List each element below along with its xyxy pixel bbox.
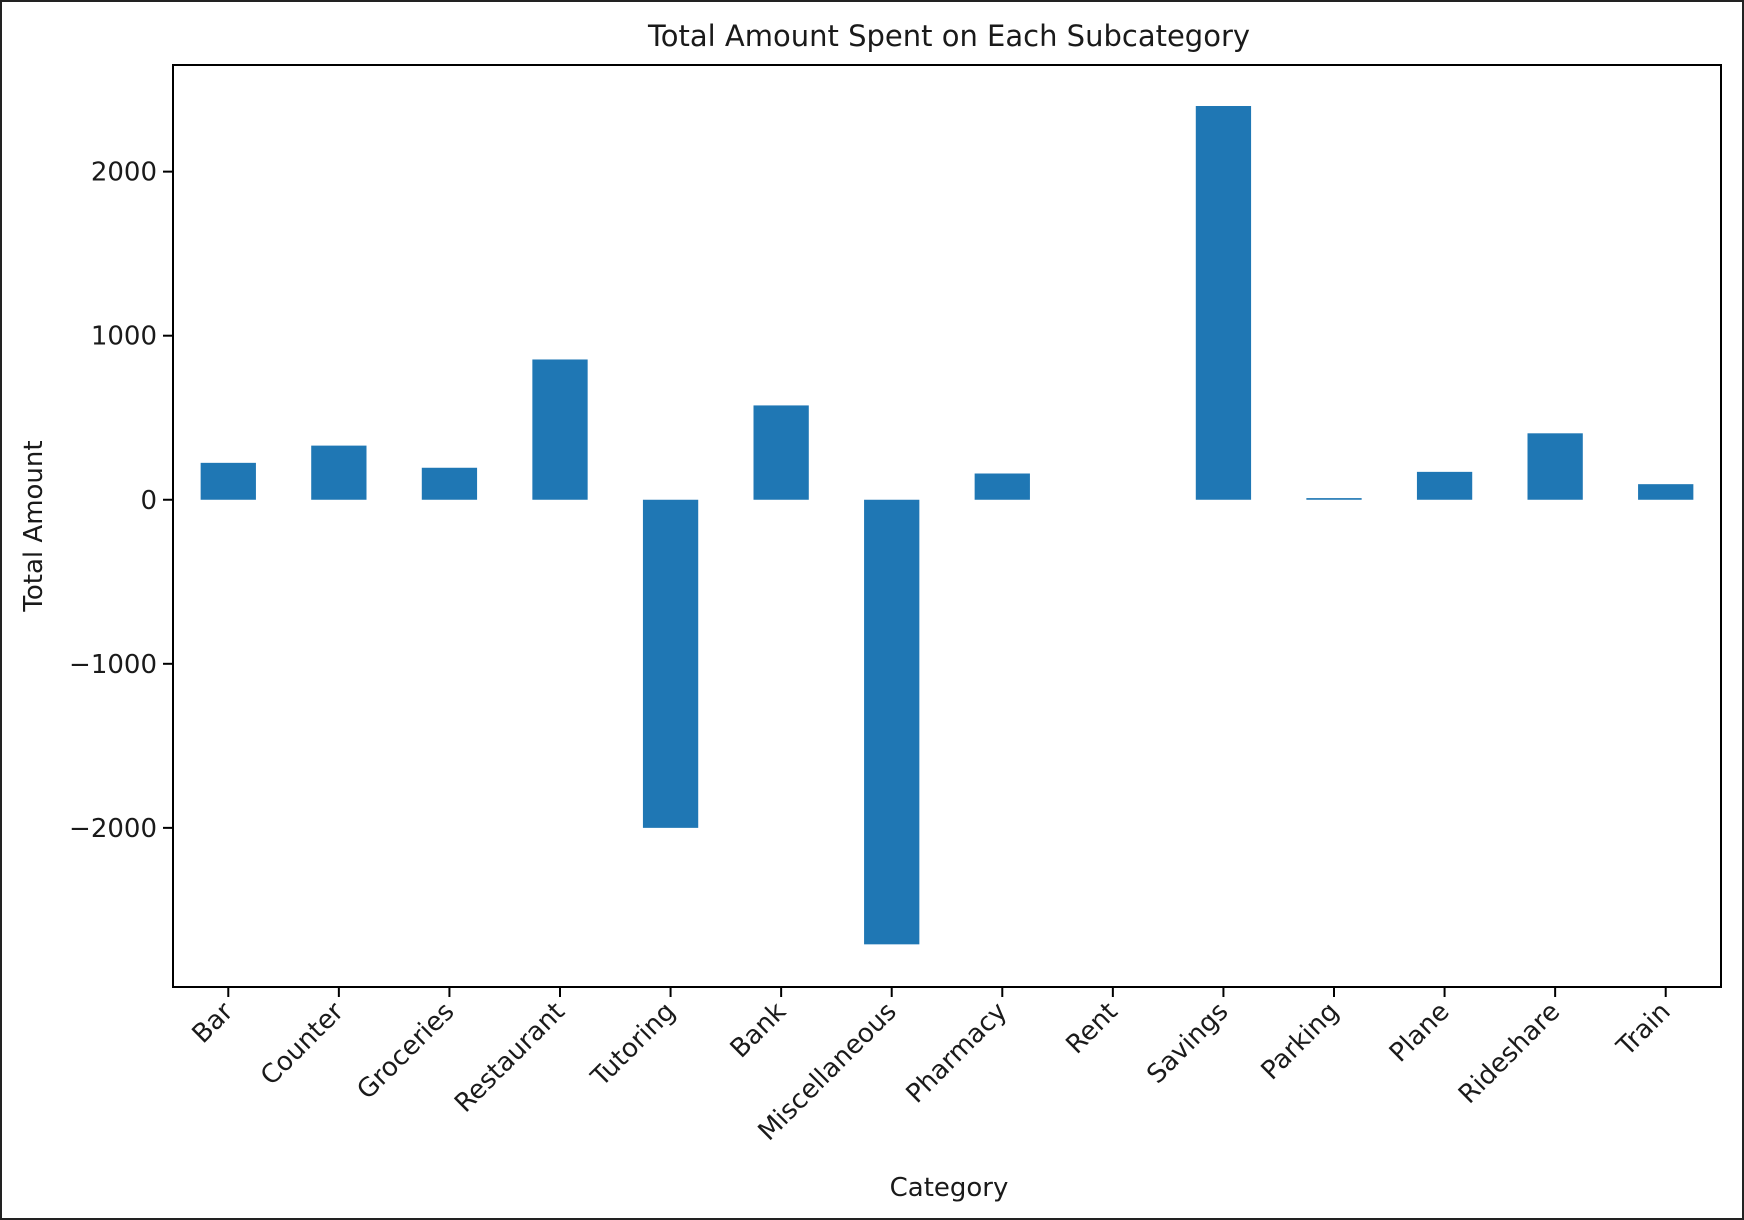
y-tick-label: −2000 (69, 814, 157, 844)
x-tick-label: Pharmacy (901, 997, 1014, 1110)
x-tick-label: Rent (1060, 997, 1123, 1060)
x-axis-label: Category (890, 1173, 1009, 1203)
x-tick-label: Savings (1141, 997, 1234, 1090)
x-tick-label: Restaurant (449, 997, 571, 1119)
y-tick-label: −1000 (69, 650, 157, 680)
x-tick-label: Rideshare (1453, 997, 1566, 1110)
y-axis-label: Total Amount (19, 440, 49, 612)
bar-pharmacy (974, 473, 1030, 500)
bar-rideshare (1527, 433, 1583, 500)
x-tick-label: Groceries (352, 997, 461, 1106)
bar-bank (753, 405, 809, 500)
x-tick-label: Parking (1256, 997, 1345, 1086)
plot-area-border (172, 64, 1722, 988)
y-axis-ticks: −2000 −1000 0 1000 2000 (69, 158, 173, 844)
y-tick-label: 1000 (91, 322, 157, 352)
bar-tutoring (642, 499, 699, 828)
x-tick-label: Train (1611, 997, 1677, 1063)
x-tick-label: Bar (187, 997, 240, 1050)
bar-parking (1306, 498, 1362, 500)
bar-miscellaneous (864, 499, 920, 945)
bar-restaurant (532, 359, 588, 500)
x-tick-label: Counter (255, 997, 350, 1092)
bar-series (200, 106, 1694, 945)
bar-bar (200, 462, 256, 500)
x-tick-label: Tutoring (585, 997, 681, 1093)
x-tick-label: Plane (1384, 997, 1456, 1069)
bar-counter (311, 445, 367, 500)
chart-title: Total Amount Spent on Each Subcategory (647, 19, 1250, 53)
bar-groceries (421, 467, 478, 500)
y-tick-label: 2000 (91, 158, 157, 188)
bar-train (1638, 484, 1694, 500)
y-tick-label: 0 (140, 486, 157, 516)
x-tick-label: Bank (725, 997, 792, 1064)
bar-savings (1195, 106, 1252, 500)
bar-plane (1416, 471, 1473, 500)
